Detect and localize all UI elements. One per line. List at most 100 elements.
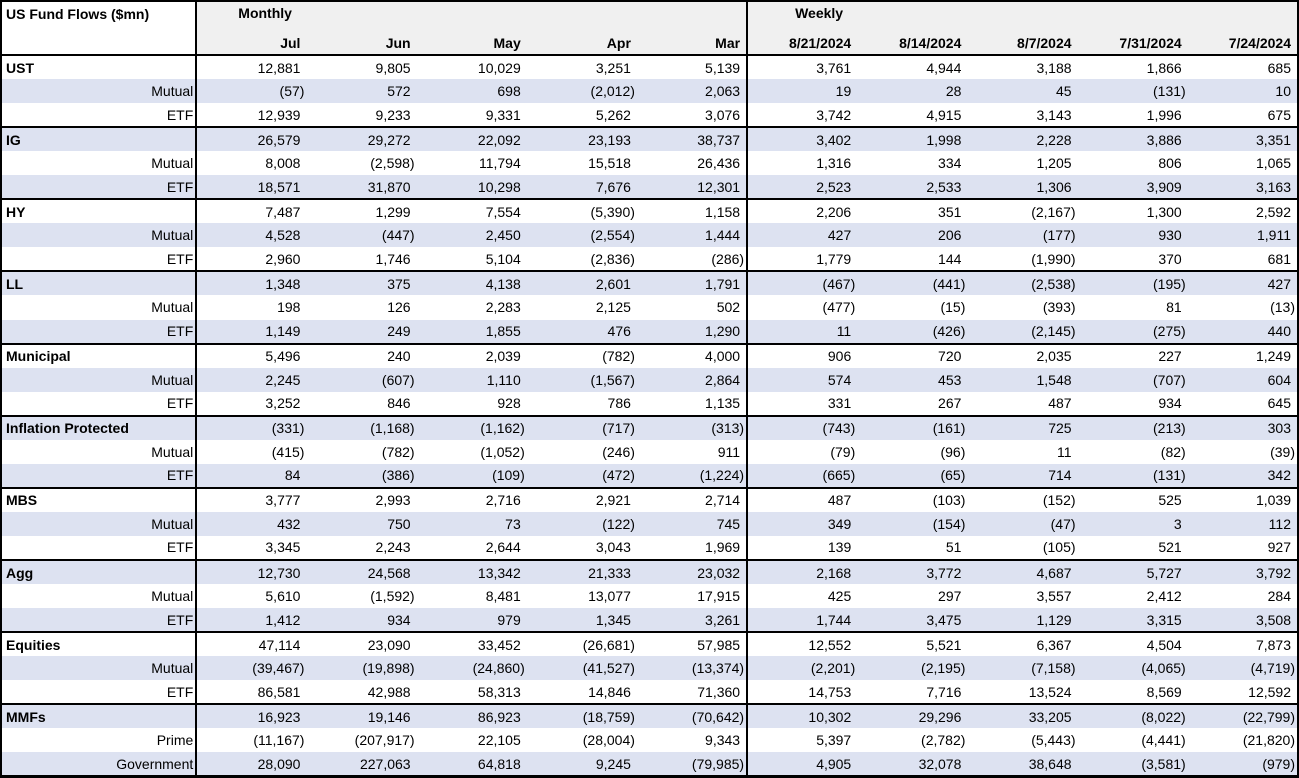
value-cell: 73 [416,511,527,536]
value-cell: 38,648 [967,752,1078,777]
weekly-header: Weekly [747,1,1298,28]
row-label: Mutual [1,79,198,104]
value-cell: 18,571 [196,175,307,200]
value-cell: 71,360 [636,680,749,705]
value-cell: 19 [747,79,858,104]
value-cell: 502 [636,295,749,320]
sub-row: ETF 12,939 9,233 9,331 5,262 3,076 3,742 4,915 3… [1,103,1298,128]
sub-row: ETF 86,581 42,988 58,313 14,846 71,360 14,753 7… [1,680,1298,705]
column-header: 7/31/2024 [1077,28,1188,56]
value-cell: 12,881 [196,53,307,80]
value-cell: 9,331 [485,106,521,123]
value-cell: 1,299 [306,198,417,224]
value-cell: 487 [1048,395,1072,412]
value-cell: 934 [1158,395,1182,412]
value-cell: 1,300 [1077,198,1188,224]
value-cell: 10,298 [416,175,527,200]
value-cell: 572 [306,79,417,104]
value-cell: 3,043 [595,539,631,556]
value-cell: 375 [306,270,417,296]
value-cell: 750 [306,511,417,536]
value-cell: 26,436 [636,151,749,176]
sub-row: ETF 1,412 934 979 1,345 3,261 1,744 3,475 1,129 3… [1,608,1298,633]
value-cell: 1,110 [416,367,527,392]
value-cell: (79,985) [636,752,749,777]
monthly-header: Monthly [196,1,749,28]
value-cell: 7,487 [196,198,307,224]
value-cell: 2,243 [375,539,411,556]
value-cell: 7,716 [926,683,962,700]
value-cell: 906 [747,342,858,368]
value-cell: 2,125 [595,299,631,316]
value-cell: (2,554) [526,223,637,248]
sub-row: ETF 18,571 31,870 10,298 7,676 12,301 2,523 2,5… [1,175,1298,200]
value-cell: 139 [827,539,852,556]
value-cell: (1,592) [370,588,415,605]
value-cell: 725 [967,414,1078,440]
row-label: MBS [1,486,198,512]
value-cell: 720 [857,342,968,368]
value-cell: (13) [1270,299,1295,316]
category-row: Inflation Protected (331) (1,168) (1,162) (7… [1,414,1298,440]
value-cell: 370 [1158,250,1182,267]
row-label: Mutual [1,367,198,392]
row-label: ETF [1,103,198,128]
value-cell: (313) [636,414,749,440]
value-cell: 3,742 [816,106,852,123]
value-cell: (131) [1077,463,1188,488]
value-cell: (743) [747,414,858,440]
value-cell: 4,528 [196,223,307,248]
value-cell: (22,799) [1187,703,1298,729]
value-cell: (131) [1077,79,1188,104]
sub-row: Mutual 5,610 (1,592) 8,481 13,077 17,915 425 29… [1,584,1298,609]
value-cell: (24,860) [416,656,527,681]
value-cell: (782) [381,443,415,460]
value-cell: 1,855 [416,319,527,344]
value-cell: 267 [938,395,962,412]
value-cell: 33,205 [967,703,1078,729]
value-cell: (2,836) [590,250,635,267]
value-cell: 28 [857,79,968,104]
value-cell: 57,985 [636,631,749,657]
value-cell: 58,313 [477,683,521,700]
value-cell: 32,078 [857,752,968,777]
value-cell: 126 [387,299,411,316]
value-cell: (154) [857,511,968,536]
value-cell: 112 [1187,511,1298,536]
category-row: MMFs 16,923 19,146 86,923 (18,759) (70,642) 10… [1,703,1298,729]
value-cell: 806 [1158,155,1182,172]
value-cell: (13,374) [636,656,749,681]
value-cell: 3,261 [636,608,749,633]
value-cell: 2,714 [636,486,749,512]
value-cell: 6,367 [967,631,1078,657]
value-cell: (426) [857,319,968,344]
value-cell: 574 [747,367,858,392]
value-cell: 19,146 [306,703,417,729]
value-cell: 22,105 [477,732,521,749]
row-label: Mutual [1,656,198,681]
value-cell: (2,195) [857,656,968,681]
value-cell: 3,402 [747,126,858,152]
value-cell: (1,168) [306,414,417,440]
row-label: Mutual [1,511,198,536]
value-cell: (41,527) [526,656,637,681]
value-cell: 2,592 [1187,198,1298,224]
value-cell: 1,290 [636,319,749,344]
value-cell: 10,302 [747,703,858,729]
row-label: ETF [1,463,198,488]
value-cell: 1,548 [967,367,1078,392]
value-cell: 45 [967,79,1078,104]
row-label: Prime [1,728,198,753]
value-cell: 1,996 [1146,106,1182,123]
value-cell: (782) [526,342,637,368]
sub-row: Government 28,090 227,063 64,818 9,245 (79,98… [1,752,1298,777]
value-cell: 2,245 [196,367,307,392]
value-cell: 3,557 [1036,588,1072,605]
value-cell: 240 [306,342,417,368]
value-cell: 5,496 [196,342,307,368]
value-cell: 1,205 [1036,155,1072,172]
value-cell: 28,090 [196,752,307,777]
value-cell: 84 [196,463,307,488]
value-cell: 10,029 [416,53,527,80]
sub-row: Mutual (415) (782) (1,052) (246) 911 (79) (96) 1… [1,439,1298,464]
